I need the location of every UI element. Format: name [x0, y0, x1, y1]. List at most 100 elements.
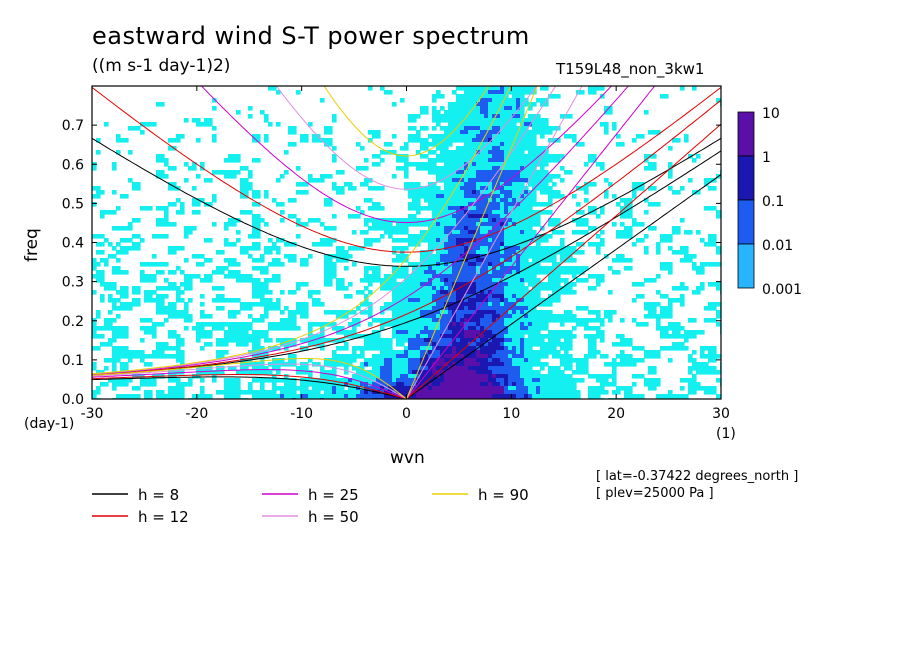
spectrum-cell [448, 142, 453, 147]
spectrum-cell [304, 338, 309, 343]
spectrum-cell [328, 370, 333, 375]
spectrum-cell [472, 254, 477, 259]
spectrum-cell [240, 358, 245, 363]
spectrum-cell [368, 342, 373, 347]
spectrum-cell [124, 362, 129, 367]
spectrum-cell [488, 274, 493, 279]
spectrum-cell [464, 330, 469, 335]
spectrum-cell [644, 246, 649, 251]
spectrum-cell [712, 358, 717, 363]
spectrum-cell [540, 254, 545, 259]
spectrum-cell [312, 290, 317, 295]
spectrum-cell [420, 326, 425, 331]
spectrum-cell [460, 318, 465, 323]
spectrum-cell [504, 234, 509, 239]
spectrum-cell [148, 298, 153, 303]
spectrum-cell [452, 270, 457, 275]
spectrum-cell [504, 170, 509, 175]
spectrum-cell [236, 382, 241, 387]
spectrum-cell [220, 370, 225, 375]
spectrum-cell [488, 130, 493, 135]
spectrum-cell [660, 326, 665, 331]
spectrum-cell [544, 182, 549, 187]
spectrum-cell [488, 154, 493, 159]
spectrum-cell [588, 326, 593, 331]
spectrum-cell [152, 234, 157, 239]
spectrum-cell [420, 338, 425, 343]
spectrum-cell [504, 374, 509, 379]
spectrum-cell [548, 94, 553, 99]
spectrum-cell [428, 370, 433, 375]
spectrum-cell [292, 314, 297, 319]
spectrum-cell [412, 374, 417, 379]
spectrum-cell [576, 210, 581, 215]
spectrum-cell [404, 282, 409, 287]
spectrum-cell [376, 270, 381, 275]
spectrum-cell [692, 290, 697, 295]
spectrum-cell [564, 246, 569, 251]
spectrum-cell [452, 242, 457, 247]
spectrum-cell [492, 106, 497, 111]
spectrum-cell [348, 322, 353, 327]
spectrum-cell [500, 278, 505, 283]
spectrum-cell [556, 374, 561, 379]
spectrum-cell [580, 318, 585, 323]
spectrum-cell [168, 306, 173, 311]
spectrum-cell [368, 310, 373, 315]
spectrum-cell [700, 262, 705, 267]
spectrum-cell [624, 266, 629, 271]
spectrum-cell [476, 138, 481, 143]
spectrum-cell [496, 122, 501, 127]
spectrum-cell [356, 366, 361, 371]
spectrum-cell [260, 294, 265, 299]
spectrum-cell [408, 114, 413, 119]
spectrum-cell [448, 102, 453, 107]
spectrum-cell [420, 354, 425, 359]
spectrum-cell [500, 330, 505, 335]
spectrum-cell [504, 242, 509, 247]
spectrum-cell [208, 122, 213, 127]
spectrum-cell [432, 150, 437, 155]
spectrum-cell [120, 138, 125, 143]
spectrum-cell [500, 118, 505, 123]
spectrum-cell [180, 310, 185, 315]
spectrum-cell [384, 306, 389, 311]
spectrum-cell [540, 362, 545, 367]
spectrum-cell [564, 134, 569, 139]
spectrum-cell [520, 130, 525, 135]
spectrum-cell [584, 306, 589, 311]
spectrum-cell [488, 314, 493, 319]
spectrum-cell [472, 374, 477, 379]
spectrum-cell [552, 282, 557, 287]
spectrum-cell [532, 314, 537, 319]
spectrum-cell [452, 354, 457, 359]
spectrum-cell [392, 246, 397, 251]
spectrum-cell [284, 150, 289, 155]
spectrum-cell [484, 98, 489, 103]
spectrum-cell [460, 266, 465, 271]
spectrum-cell [396, 362, 401, 367]
spectrum-cell [460, 374, 465, 379]
spectrum-cell [452, 190, 457, 195]
spectrum-cell [488, 102, 493, 107]
spectrum-cell [116, 382, 121, 387]
spectrum-cell [476, 186, 481, 191]
spectrum-cell [460, 274, 465, 279]
spectrum-cell [160, 102, 165, 107]
spectrum-cell [388, 354, 393, 359]
spectrum-cell [508, 110, 513, 115]
spectrum-cell [600, 238, 605, 243]
spectrum-cell [148, 262, 153, 267]
spectrum-cell [484, 210, 489, 215]
spectrum-cell [532, 298, 537, 303]
spectrum-cell [404, 142, 409, 147]
spectrum-cell [312, 322, 317, 327]
spectrum-cell [448, 306, 453, 311]
spectrum-cell [528, 102, 533, 107]
spectrum-cell [488, 86, 493, 91]
spectrum-cell [160, 346, 165, 351]
spectrum-cell [396, 158, 401, 163]
spectrum-cell [656, 274, 661, 279]
spectrum-cell [480, 118, 485, 123]
spectrum-cell [304, 386, 309, 391]
